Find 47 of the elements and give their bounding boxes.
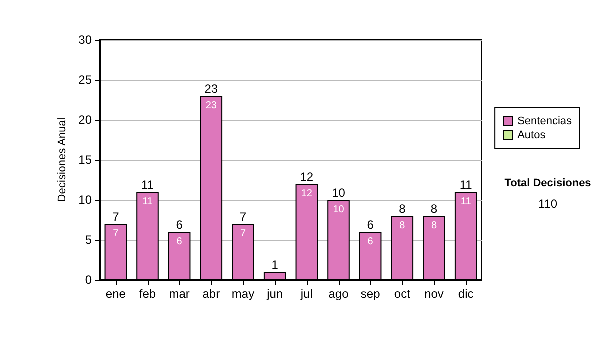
data-label: 12 [301, 188, 313, 200]
data-label: 23 [206, 100, 218, 112]
x-tick-label: dic [458, 287, 474, 301]
x-tick-label: ene [106, 287, 126, 301]
total-label: 7 [240, 210, 247, 224]
legend-label: Sentencias [518, 116, 572, 128]
data-label: 6 [368, 236, 374, 248]
total-label: 11 [142, 178, 154, 192]
y-tick-label: 5 [85, 233, 92, 247]
x-tick-label: oct [394, 287, 412, 301]
y-axis-title: Decisiones Anual [56, 118, 68, 202]
x-tick-label: jul [300, 287, 313, 301]
data-label: 11 [142, 196, 154, 208]
y-tick-label: 10 [78, 193, 92, 207]
x-tick-label: ago [328, 287, 350, 301]
x-tick-label: feb [139, 287, 156, 301]
y-tick-label: 0 [85, 273, 92, 287]
data-label: 8 [431, 220, 438, 232]
data-label: 8 [400, 220, 406, 232]
total-label: 8 [430, 202, 438, 216]
x-tick-label: jun [266, 287, 284, 301]
total-label: 23 [204, 82, 218, 96]
data-label: 7 [113, 228, 120, 240]
total-label: 8 [399, 202, 406, 216]
data-label: 10 [333, 204, 345, 216]
text: 110 [538, 197, 558, 211]
x-tick-label: nov [424, 287, 444, 301]
legend-label: Autos [518, 130, 546, 142]
data-label: 11 [460, 196, 472, 208]
data-label: 6 [176, 236, 183, 248]
total-label: 6 [176, 218, 184, 232]
total-label: 6 [367, 218, 374, 232]
data-label: 7 [240, 228, 246, 240]
total-label: 11 [460, 178, 473, 192]
y-tick-label: 30 [78, 33, 92, 47]
y-tick-label: 20 [78, 113, 92, 127]
text: Total Decisiones [504, 178, 592, 190]
y-tick-label: 25 [78, 73, 92, 87]
x-tick-label: may [232, 287, 255, 301]
x-tick-label: abr [202, 287, 220, 301]
total-label: 12 [300, 170, 314, 184]
total-label: 1 [272, 258, 279, 272]
total-label: 10 [332, 186, 346, 200]
x-tick-label: mar [169, 287, 190, 301]
y-tick-label: 15 [78, 153, 92, 167]
total-label: 7 [112, 210, 120, 224]
x-tick-label: sep [360, 287, 381, 301]
